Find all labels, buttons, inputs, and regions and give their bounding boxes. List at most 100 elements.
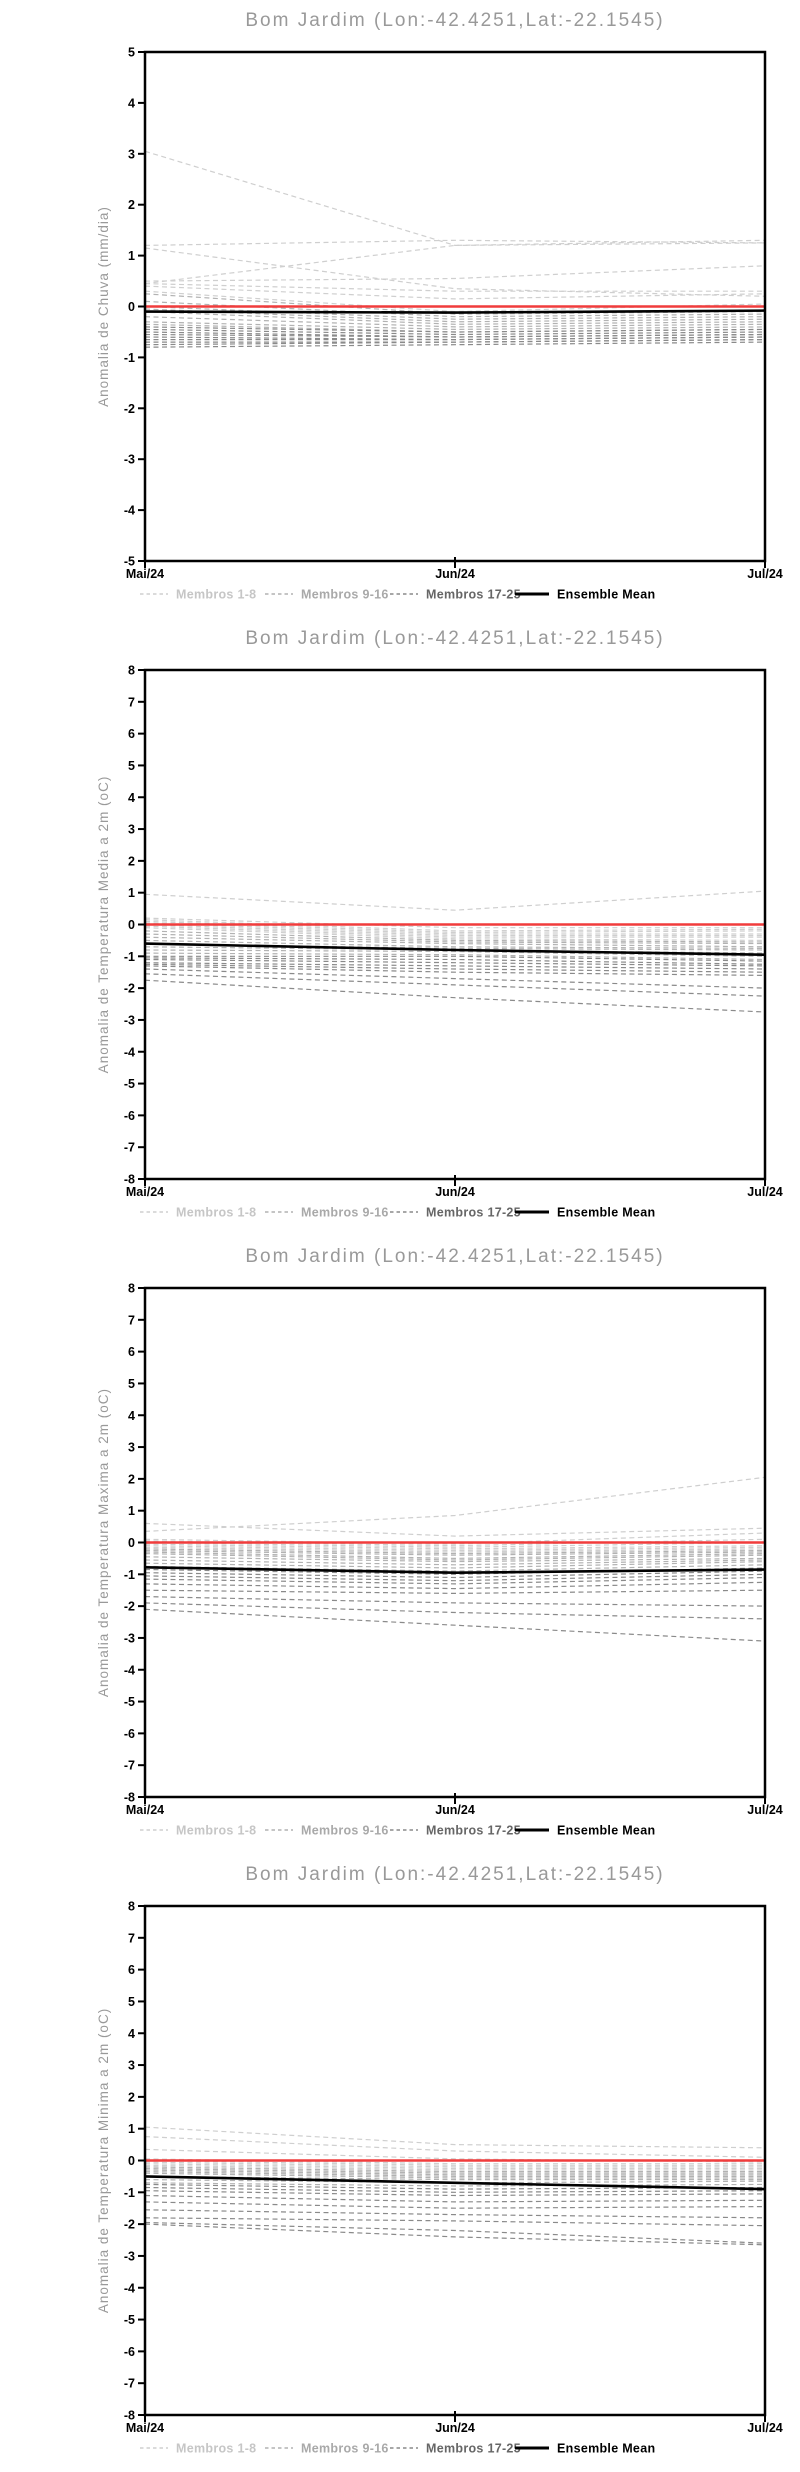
member-line xyxy=(144,958,766,967)
y-tick-label: 0 xyxy=(128,918,135,932)
chart-min-temperature-anomaly: Bom Jardim (Lon:-42.4251,Lat:-22.1545) An… xyxy=(0,1854,800,2472)
member-line xyxy=(144,247,766,297)
member-line xyxy=(144,949,766,957)
member-line xyxy=(144,923,765,937)
legend-label: Membros 17-25 xyxy=(426,2442,521,2456)
y-tick-label: 7 xyxy=(128,1931,135,1945)
member-line xyxy=(144,2186,766,2193)
y-tick-label: -5 xyxy=(124,2313,135,2327)
x-tick-label: Jul/24 xyxy=(747,1803,782,1817)
y-tick-label: -6 xyxy=(124,2345,135,2359)
y-tick-label: 3 xyxy=(128,147,135,161)
member-line xyxy=(144,1543,766,1550)
member-line xyxy=(144,1573,766,1582)
legend-label: Membros 9-16 xyxy=(301,588,389,602)
x-tick-label: Jul/24 xyxy=(747,1185,782,1199)
member-line xyxy=(144,2201,766,2209)
member-line xyxy=(145,955,766,962)
member-line xyxy=(144,2172,765,2179)
x-tick-label: Mai/24 xyxy=(126,567,164,581)
member-line xyxy=(144,1561,766,1569)
member-line xyxy=(144,321,766,331)
x-tick-label: Jun/24 xyxy=(435,2421,475,2435)
legend-item: Membros 17-25 xyxy=(390,2442,521,2456)
member-line xyxy=(144,1567,766,1575)
member-line xyxy=(144,968,766,989)
y-tick-label: -1 xyxy=(124,1568,135,1582)
y-tick-label: 4 xyxy=(128,96,135,110)
y-tick-label: -1 xyxy=(124,351,135,365)
member-line xyxy=(144,2126,766,2149)
y-tick-label: -1 xyxy=(124,2186,135,2200)
y-tick-label: 8 xyxy=(128,1900,135,1914)
y-tick-label: -2 xyxy=(124,2218,135,2232)
x-tick-label: Jul/24 xyxy=(747,567,782,581)
member-line xyxy=(144,311,766,325)
member-line xyxy=(144,1570,766,1579)
y-tick-label: -5 xyxy=(124,1077,135,1091)
member-line xyxy=(144,2190,766,2197)
member-line xyxy=(144,917,765,929)
chart-title: Bom Jardim (Lon:-42.4251,Lat:-22.1545) xyxy=(245,1864,664,1885)
member-line xyxy=(144,2223,766,2246)
member-line xyxy=(144,2221,766,2244)
y-tick-label: -2 xyxy=(124,402,135,416)
y-tick-label: 5 xyxy=(128,46,135,60)
legend-item: Membros 1-8 xyxy=(140,2442,256,2456)
member-line xyxy=(144,2217,766,2227)
member-line xyxy=(144,2164,765,2171)
y-tick-label: -3 xyxy=(124,1013,135,1027)
member-line xyxy=(144,2167,765,2174)
y-tick-label: 2 xyxy=(128,2090,135,2104)
member-line xyxy=(144,150,766,247)
legend-label: Ensemble Mean xyxy=(557,1824,655,1838)
legend-label: Ensemble Mean xyxy=(557,2442,655,2456)
legend-item: Membros 1-8 xyxy=(140,588,256,602)
member-line xyxy=(144,1608,766,1642)
legend-item: Ensemble Mean xyxy=(515,2442,655,2456)
legend-item: Ensemble Mean xyxy=(515,1206,655,1220)
member-line xyxy=(144,939,766,949)
ensemble-mean-line xyxy=(144,309,766,314)
member-line xyxy=(144,2159,765,2166)
y-tick-label: 0 xyxy=(128,2154,135,2168)
chart-max-temperature-anomaly: Bom Jardim (Lon:-42.4251,Lat:-22.1545) An… xyxy=(0,1236,800,1854)
chart-title: Bom Jardim (Lon:-42.4251,Lat:-22.1545) xyxy=(245,1246,664,1267)
chart-min-temperature-anomaly-svg: Bom Jardim (Lon:-42.4251,Lat:-22.1545) An… xyxy=(96,1864,783,2456)
y-tick-label: 6 xyxy=(128,727,135,741)
member-line xyxy=(144,922,765,935)
legend-label: Membros 17-25 xyxy=(426,1824,521,1838)
member-line xyxy=(144,1548,766,1555)
member-line xyxy=(145,336,766,341)
y-tick-label: -3 xyxy=(124,2249,135,2263)
member-line xyxy=(144,1549,766,1556)
y-tick-label: 1 xyxy=(128,1504,135,1518)
legend-item: Membros 9-16 xyxy=(265,2442,388,2456)
y-tick-label: 2 xyxy=(128,854,135,868)
y-tick-label: -3 xyxy=(124,1631,135,1645)
legend-label: Membros 9-16 xyxy=(301,1824,389,1838)
y-tick-label: -5 xyxy=(124,1695,135,1709)
y-tick-label: 1 xyxy=(128,886,135,900)
y-tick-label: -5 xyxy=(124,555,135,569)
member-line xyxy=(144,1553,766,1561)
legend-label: Membros 17-25 xyxy=(426,1206,521,1220)
chart-mean-temperature-anomaly-svg: Bom Jardim (Lon:-42.4251,Lat:-22.1545) An… xyxy=(96,628,783,1220)
member-line xyxy=(144,2166,765,2173)
ensemble-mean-line xyxy=(144,2175,766,2191)
ensemble-mean-line xyxy=(144,942,766,956)
chart-title: Bom Jardim (Lon:-42.4251,Lat:-22.1545) xyxy=(245,628,664,649)
member-line xyxy=(144,1532,766,1545)
x-tick-label: Jul/24 xyxy=(747,2421,782,2435)
member-line xyxy=(144,2169,765,2176)
member-line xyxy=(144,1589,766,1595)
member-line xyxy=(144,2171,765,2177)
member-line xyxy=(144,308,766,323)
member-line xyxy=(144,962,766,970)
y-axis-label: Anomalia de Temperatura Media a 2m (oC) xyxy=(96,776,111,1074)
member-line xyxy=(144,1541,766,1548)
legend-label: Ensemble Mean xyxy=(557,1206,655,1220)
member-line xyxy=(144,2163,765,2170)
member-line xyxy=(144,936,766,948)
